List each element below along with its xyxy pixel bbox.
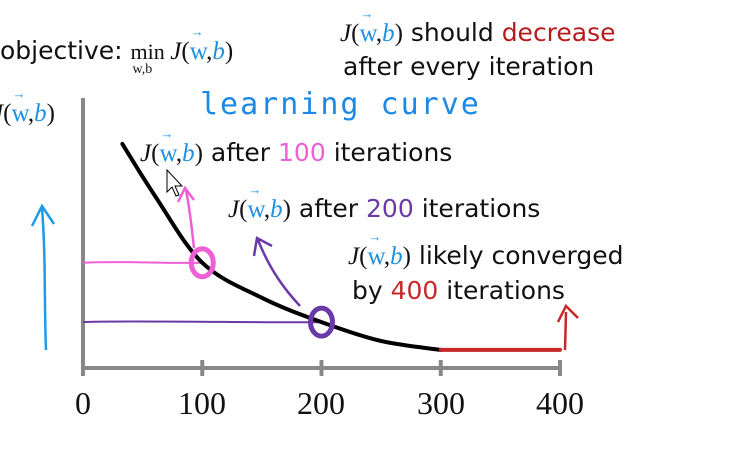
iteration-marker [188, 246, 216, 280]
pointer-arrow-icon [252, 236, 301, 307]
pointer-arrow-icon [556, 303, 579, 351]
iteration-marker [308, 305, 335, 339]
decrease-note-line2: after every iteration [343, 52, 595, 81]
chart-title-handwritten: learning curve [200, 87, 481, 122]
objective-label: objective: [0, 36, 123, 65]
marker-guide-line [82, 320, 322, 324]
cost-curve-line [120, 141, 443, 352]
x-tick-label: 400 [536, 385, 584, 421]
marker-guide-line [82, 260, 203, 264]
annotation-400-line1: J(w,b) likely converged [348, 243, 623, 269]
y-axis-label: J(w,b) [0, 100, 55, 126]
up-arrow-icon [30, 203, 56, 351]
pointer-arrow-icon [176, 185, 196, 249]
annotation-200: J(w,b) after 200 iterations [228, 196, 540, 222]
objective-text: objective: min w,b J(w,b) [0, 36, 233, 77]
x-tick-label: 200 [297, 385, 345, 421]
annotation-400-line2: by 400 iterations [352, 276, 565, 305]
min-operator: min w,b [130, 39, 165, 77]
annotation-100: J(w,b) after 100 iterations [140, 140, 452, 166]
x-tick-label: 0 [75, 385, 91, 421]
mouse-cursor-icon [166, 168, 184, 197]
decrease-note-line1: J(w,b) should decrease [340, 20, 616, 46]
x-tick-label: 100 [178, 385, 226, 421]
x-tick-label: 300 [417, 385, 465, 421]
